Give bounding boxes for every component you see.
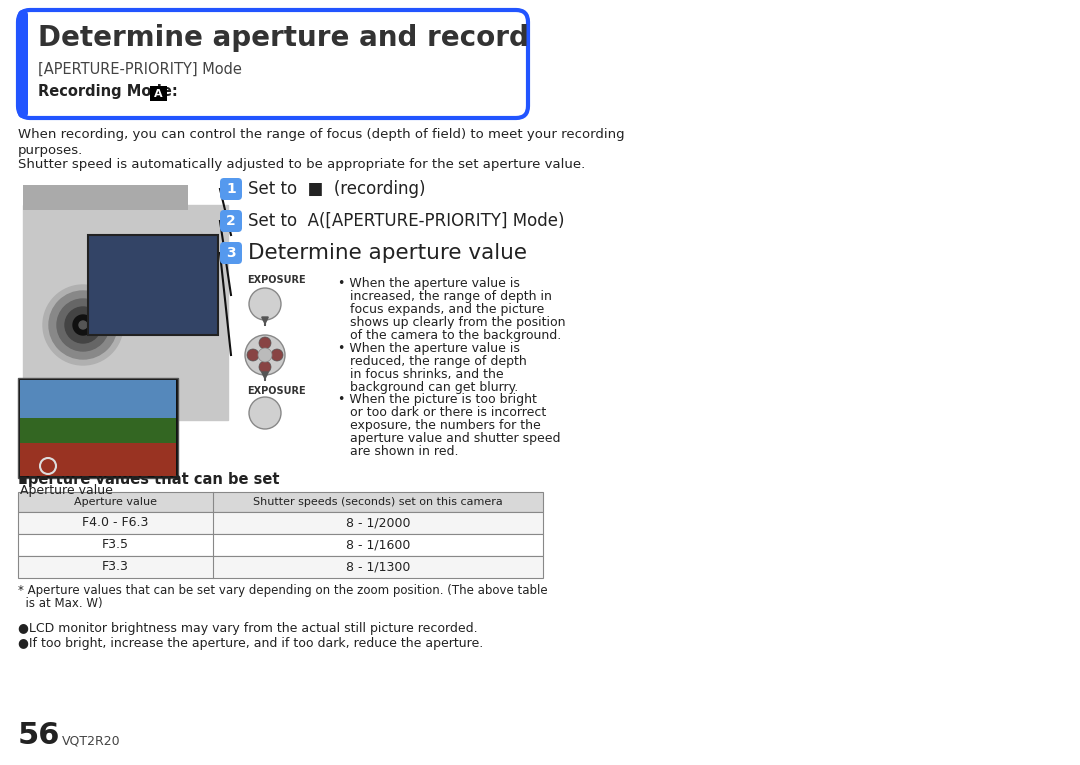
Circle shape xyxy=(247,349,259,361)
Circle shape xyxy=(79,321,87,329)
Text: 2: 2 xyxy=(226,214,235,228)
Text: focus expands, and the picture: focus expands, and the picture xyxy=(350,303,544,316)
Text: Shutter speeds (seconds) set on this camera: Shutter speeds (seconds) set on this cam… xyxy=(253,497,503,507)
Text: purposes.: purposes. xyxy=(18,144,83,157)
Bar xyxy=(18,492,543,512)
Bar xyxy=(21,418,176,443)
Circle shape xyxy=(73,315,93,335)
Text: is at Max. W): is at Max. W) xyxy=(18,597,103,610)
Text: Shutter speed is automatically adjusted to be appropriate for the set aperture v: Shutter speed is automatically adjusted … xyxy=(18,158,585,171)
Text: ▪perture values that can be set: ▪perture values that can be set xyxy=(18,472,280,487)
Text: 8 - 1/1600: 8 - 1/1600 xyxy=(346,539,410,552)
Text: Recording Mode:: Recording Mode: xyxy=(38,84,183,99)
Text: 8 - 1/2000: 8 - 1/2000 xyxy=(346,516,410,529)
Circle shape xyxy=(271,349,283,361)
Text: 3: 3 xyxy=(226,246,235,260)
FancyBboxPatch shape xyxy=(18,10,528,118)
Text: Set to  ■  (recording): Set to ■ (recording) xyxy=(248,180,426,198)
Text: increased, the range of depth in: increased, the range of depth in xyxy=(350,290,552,303)
Text: [APERTURE-PRIORITY] Mode: [APERTURE-PRIORITY] Mode xyxy=(38,62,242,77)
Text: Determine aperture and record: Determine aperture and record xyxy=(38,24,529,52)
Text: in focus shrinks, and the: in focus shrinks, and the xyxy=(350,368,503,381)
Circle shape xyxy=(57,299,109,351)
Circle shape xyxy=(65,307,102,343)
Text: 8 - 1/1300: 8 - 1/1300 xyxy=(346,561,410,574)
Text: Aperture value: Aperture value xyxy=(75,497,157,507)
Text: EXPOSURE: EXPOSURE xyxy=(247,275,306,285)
Text: • When the aperture value is: • When the aperture value is xyxy=(338,342,519,355)
FancyBboxPatch shape xyxy=(220,178,242,200)
Text: or too dark or there is incorrect: or too dark or there is incorrect xyxy=(350,406,546,419)
Text: VQT2R20: VQT2R20 xyxy=(62,735,121,748)
Text: EXPOSURE: EXPOSURE xyxy=(247,386,306,396)
Text: A: A xyxy=(154,89,163,99)
Text: When recording, you can control the range of focus (depth of field) to meet your: When recording, you can control the rang… xyxy=(18,128,624,141)
Bar xyxy=(87,235,218,335)
Text: Determine aperture value: Determine aperture value xyxy=(248,243,527,263)
Circle shape xyxy=(43,285,123,365)
Text: • When the aperture value is: • When the aperture value is xyxy=(338,277,519,290)
Text: Set to  A([APERTURE-PRIORITY] Mode): Set to A([APERTURE-PRIORITY] Mode) xyxy=(248,212,565,230)
Circle shape xyxy=(258,348,272,362)
Text: exposure, the numbers for the: exposure, the numbers for the xyxy=(350,419,541,432)
Bar xyxy=(21,443,176,476)
Bar xyxy=(23,185,188,210)
Bar xyxy=(21,380,176,418)
Text: aperture value and shutter speed: aperture value and shutter speed xyxy=(350,432,561,445)
Bar xyxy=(18,378,178,478)
Circle shape xyxy=(245,335,285,375)
Bar xyxy=(18,512,543,534)
Bar xyxy=(18,534,543,556)
Text: reduced, the range of depth: reduced, the range of depth xyxy=(350,355,527,368)
Polygon shape xyxy=(23,205,228,420)
FancyBboxPatch shape xyxy=(220,210,242,232)
Text: * Aperture values that can be set vary depending on the zoom position. (The abov: * Aperture values that can be set vary d… xyxy=(18,584,548,597)
Text: F3.3: F3.3 xyxy=(103,561,129,574)
FancyBboxPatch shape xyxy=(220,242,242,264)
Text: ●LCD monitor brightness may vary from the actual still picture recorded.: ●LCD monitor brightness may vary from th… xyxy=(18,622,477,635)
Bar xyxy=(150,86,167,101)
Text: background can get blurry.: background can get blurry. xyxy=(350,381,518,394)
Circle shape xyxy=(259,361,271,373)
Text: ●If too bright, increase the aperture, and if too dark, reduce the aperture.: ●If too bright, increase the aperture, a… xyxy=(18,637,483,650)
Text: • When the picture is too bright: • When the picture is too bright xyxy=(338,393,537,406)
Circle shape xyxy=(49,291,117,359)
Text: Aperture value: Aperture value xyxy=(21,484,113,497)
Text: are shown in red.: are shown in red. xyxy=(350,445,459,458)
Text: shows up clearly from the position: shows up clearly from the position xyxy=(350,316,566,329)
Circle shape xyxy=(259,337,271,349)
Bar xyxy=(18,556,543,578)
Text: F4.0 - F6.3: F4.0 - F6.3 xyxy=(82,516,149,529)
Text: of the camera to the background.: of the camera to the background. xyxy=(350,329,562,342)
FancyBboxPatch shape xyxy=(18,10,28,118)
Circle shape xyxy=(249,397,281,429)
Circle shape xyxy=(249,288,281,320)
Text: F3.5: F3.5 xyxy=(102,539,129,552)
Text: 56: 56 xyxy=(18,721,60,750)
Text: 1: 1 xyxy=(226,182,235,196)
